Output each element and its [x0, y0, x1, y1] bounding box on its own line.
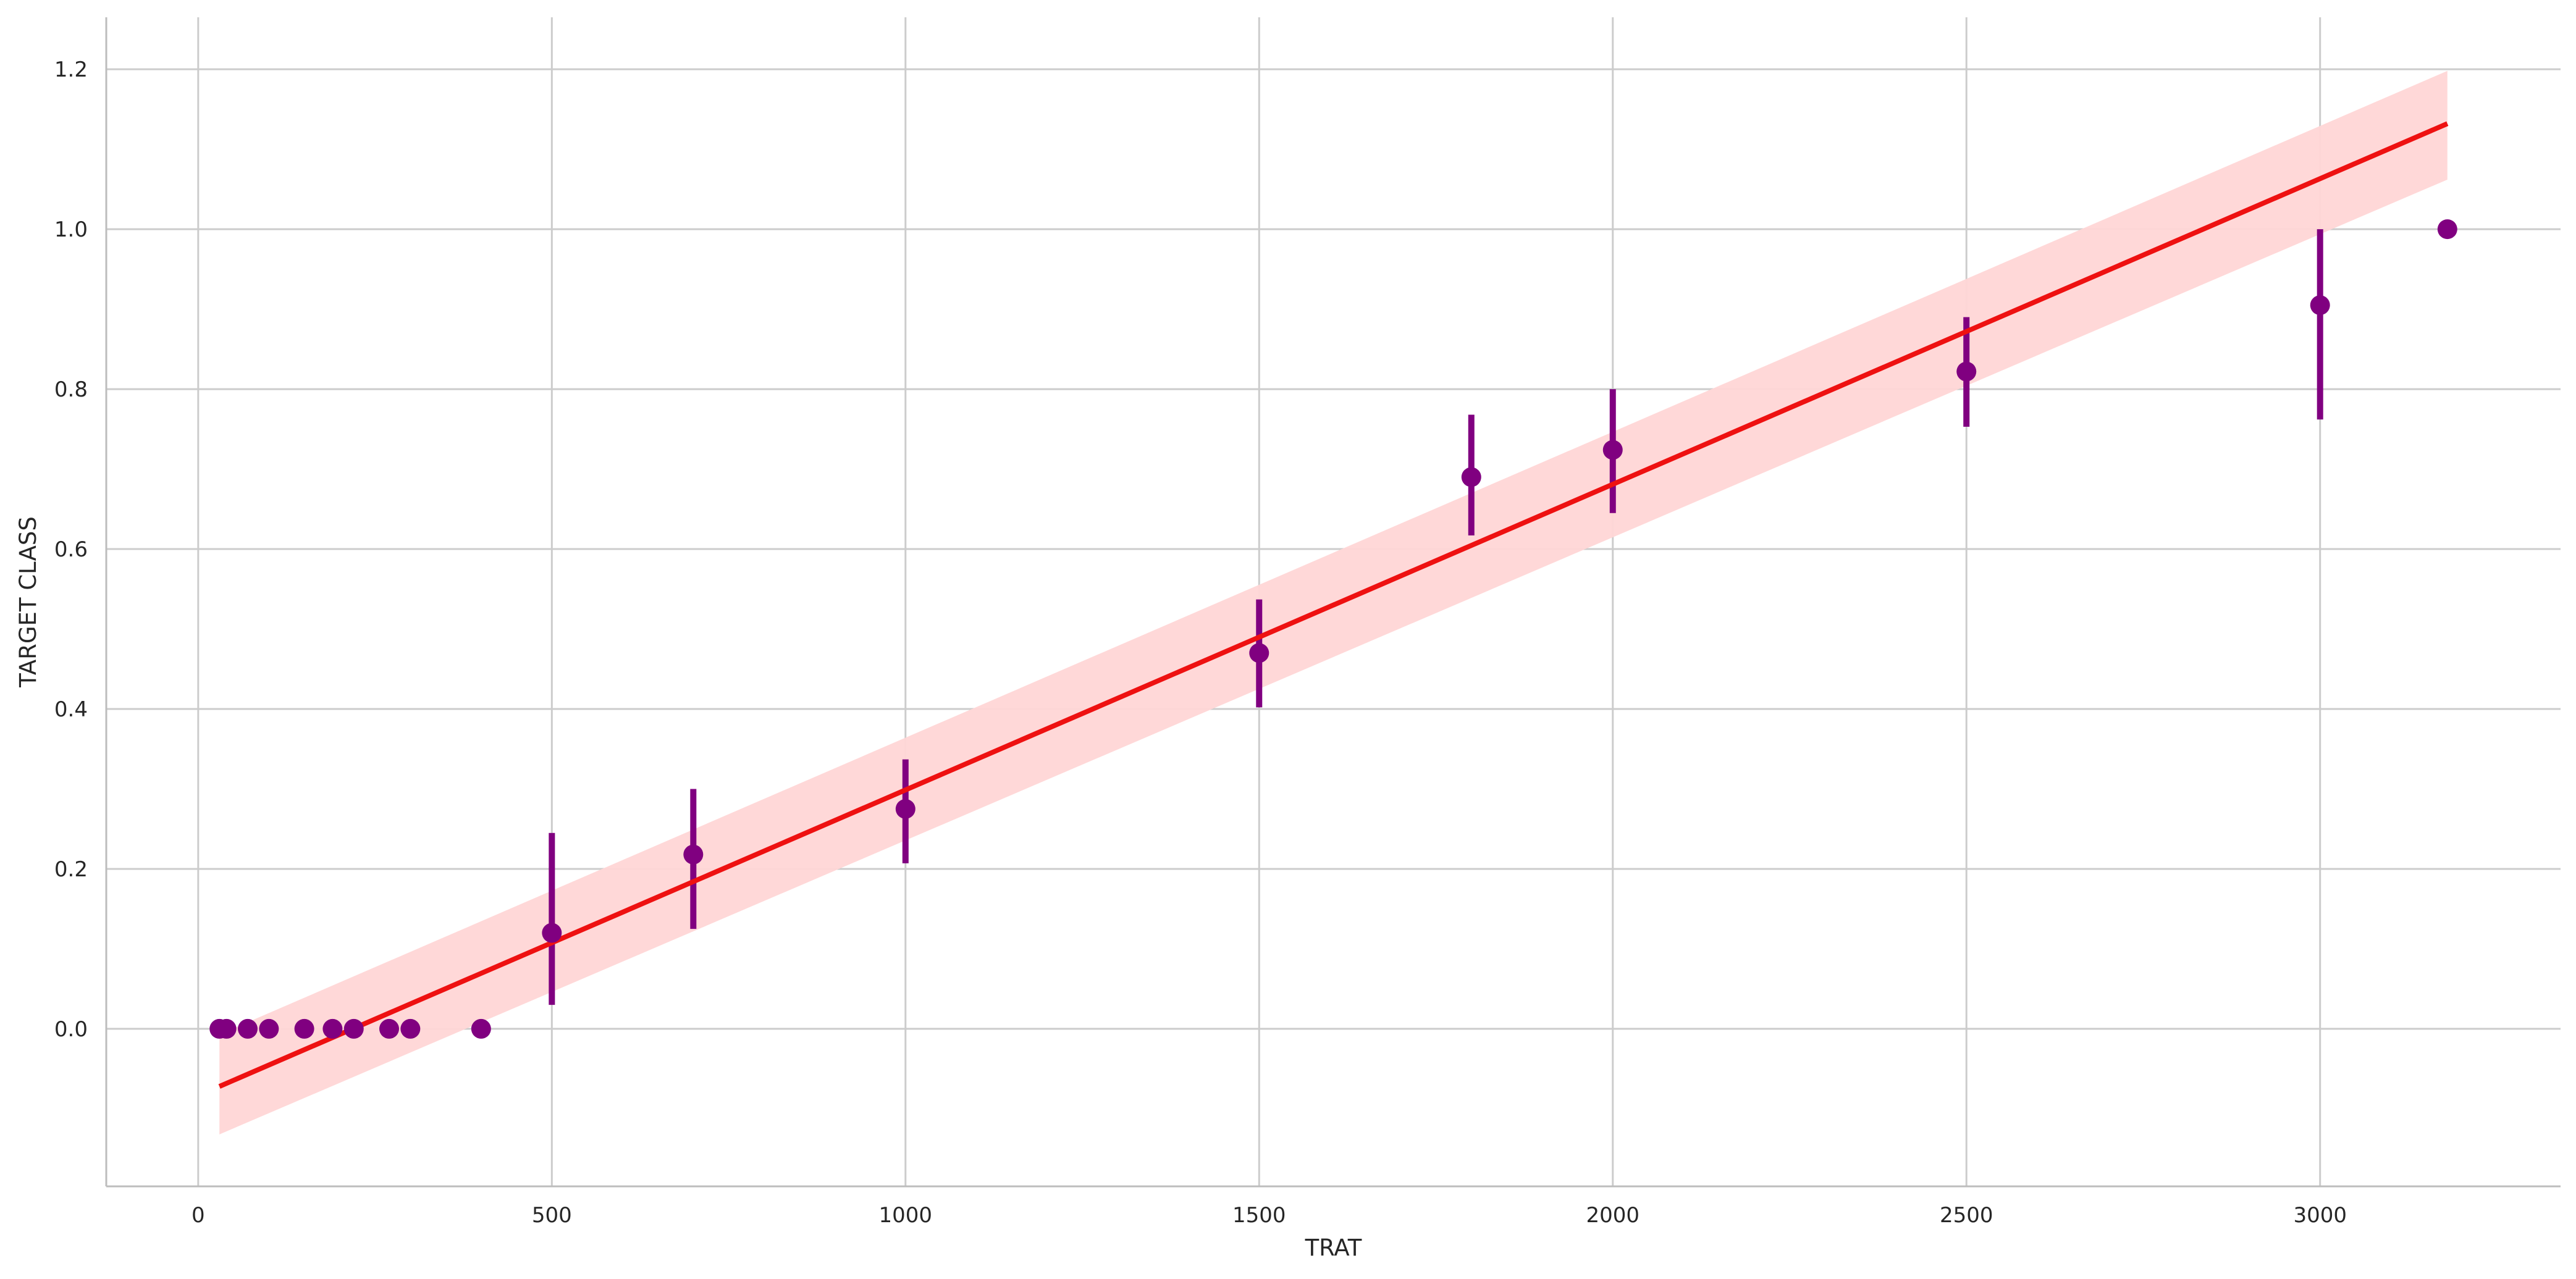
vertical-gridlines [197, 17, 2321, 1186]
y-tick-label-5: 1.0 [54, 217, 88, 242]
y-tick-label-2: 0.4 [54, 697, 88, 722]
data-point-7 [379, 1018, 399, 1039]
x-tick-label-5: 2500 [1940, 1203, 1993, 1228]
x-tick-label-4: 2000 [1586, 1203, 1639, 1228]
data-point-13 [1249, 643, 1269, 663]
y-tick-label-4: 0.8 [54, 377, 88, 402]
horizontal-gridlines [106, 68, 2561, 1030]
y-tick-labels: 0.0 0.2 0.4 0.6 0.8 1.0 1.2 [54, 57, 88, 1042]
x-tick-label-6: 3000 [2293, 1203, 2347, 1228]
x-tick-label-0: 0 [192, 1203, 205, 1228]
data-point-14 [1461, 467, 1481, 487]
data-point-11 [683, 844, 704, 865]
data-point-6 [343, 1018, 364, 1039]
x-tick-label-2: 1000 [879, 1203, 933, 1228]
data-point-2 [237, 1018, 258, 1039]
data-point-18 [2437, 219, 2457, 240]
data-point-12 [895, 799, 915, 819]
y-tick-label-0: 0.0 [54, 1017, 88, 1042]
data-point-1 [216, 1018, 237, 1039]
data-point-5 [322, 1018, 343, 1039]
y-tick-label-1: 0.2 [54, 857, 88, 882]
data-point-4 [294, 1018, 314, 1039]
data-point-17 [2310, 295, 2330, 316]
x-tick-labels: 0 500 1000 1500 2000 2500 3000 [192, 1203, 2347, 1228]
data-point-15 [1602, 440, 1623, 460]
data-point-10 [542, 923, 562, 943]
data-point-16 [1956, 361, 1977, 382]
x-axis-label: TRAT [1305, 1235, 1362, 1261]
data-point-9 [471, 1018, 491, 1039]
y-axis-label: TARGET CLASS [15, 516, 41, 688]
y-tick-label-3: 0.6 [54, 537, 88, 562]
x-tick-label-3: 1500 [1232, 1203, 1286, 1228]
x-tick-label-1: 500 [532, 1203, 572, 1228]
data-point-8 [400, 1018, 421, 1039]
regression-line [218, 121, 2449, 1089]
data-point-3 [259, 1018, 279, 1039]
data-points [209, 219, 2457, 1039]
y-tick-label-6: 1.2 [54, 57, 88, 82]
